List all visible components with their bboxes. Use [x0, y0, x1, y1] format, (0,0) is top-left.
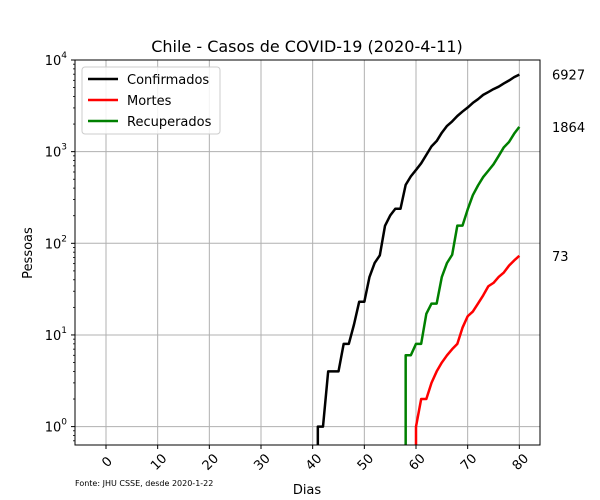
end-label: 1864: [552, 121, 585, 136]
x-tick-label: 20: [200, 451, 222, 473]
series-line-confirmados: [316, 73, 520, 445]
x-tick-label: 60: [406, 451, 428, 473]
x-tick-label: 70: [458, 451, 480, 473]
source-note: Fonte: JHU CSSE, desde 2020-1-22: [75, 479, 213, 488]
x-tick-label: 80: [510, 451, 532, 473]
chart-title: Chile - Casos de COVID-19 (2020-4-11): [151, 37, 463, 56]
legend-label: Mortes: [127, 94, 172, 109]
legend-label: Recuperados: [127, 115, 212, 130]
series-lines: [316, 73, 521, 445]
y-axis-ticks: 100 101 102 103 104: [45, 51, 75, 442]
x-tick-label: 0: [99, 454, 115, 470]
y-tick-label: 102: [45, 234, 67, 252]
end-labels: 6927 73 1864: [552, 69, 585, 265]
x-tick-label: 50: [355, 451, 377, 473]
x-tick-label: 30: [251, 451, 273, 473]
legend: Confirmados Mortes Recuperados: [81, 66, 221, 135]
x-tick-label: 40: [303, 451, 325, 473]
legend-label: Confirmados: [127, 73, 209, 88]
series-line-mortes: [414, 254, 521, 445]
end-label: 73: [552, 250, 569, 265]
legend-box: [81, 66, 221, 135]
end-label: 6927: [552, 69, 585, 84]
x-axis-label: Dias: [293, 483, 322, 498]
y-tick-label: 103: [45, 143, 67, 161]
series-line-recuperados: [404, 126, 521, 445]
y-tick-label: 104: [45, 51, 68, 69]
y-tick-label: 101: [45, 326, 67, 344]
y-axis-label: Pessoas: [21, 227, 36, 279]
x-axis-ticks: 0 10 20 30 40 50 60 70 80: [99, 445, 532, 474]
x-tick-label: 10: [148, 451, 170, 473]
y-tick-label: 100: [45, 418, 68, 436]
